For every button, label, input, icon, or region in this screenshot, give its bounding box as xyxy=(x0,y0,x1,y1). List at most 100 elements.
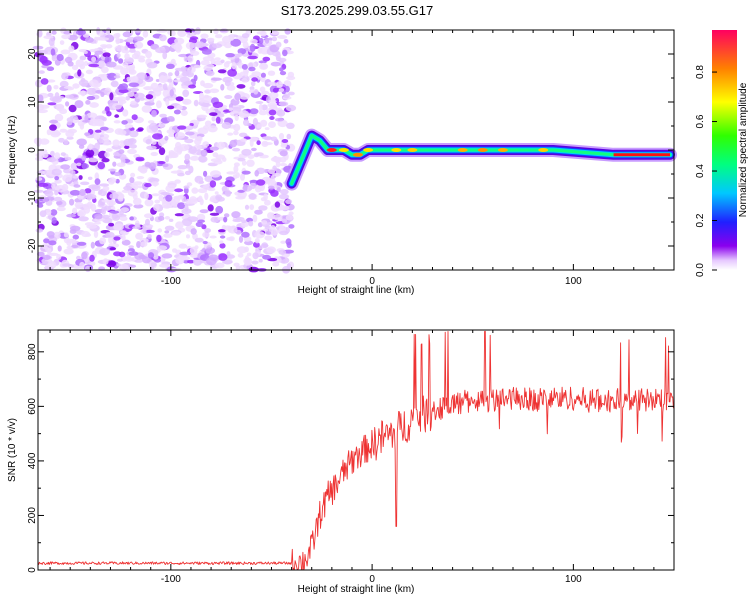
noise-speckle xyxy=(246,252,252,257)
noise-speckle xyxy=(69,198,75,206)
noise-speckle xyxy=(60,49,71,55)
noise-speckle xyxy=(54,176,60,181)
noise-speckle xyxy=(258,103,263,112)
noise-speckle xyxy=(159,212,165,217)
noise-speckle xyxy=(267,168,276,175)
noise-speckle xyxy=(262,56,271,62)
noise-speckle xyxy=(201,48,212,55)
noise-speckle xyxy=(247,62,257,69)
noise-speckle xyxy=(130,100,137,106)
noise-speckle xyxy=(88,184,100,190)
noise-speckle xyxy=(168,150,175,156)
noise-speckle xyxy=(186,234,190,239)
y-tick-label: 0 xyxy=(27,567,38,573)
noise-speckle xyxy=(156,100,162,109)
noise-speckle xyxy=(118,149,125,155)
noise-speckle xyxy=(39,210,47,218)
noise-speckle xyxy=(260,197,267,202)
noise-speckle xyxy=(144,229,155,233)
x-tick-label: 100 xyxy=(565,574,582,585)
noise-speckle xyxy=(54,190,59,196)
noise-speckle xyxy=(204,89,212,94)
noise-speckle xyxy=(241,170,251,175)
noise-speckle xyxy=(278,101,289,107)
noise-speckle xyxy=(270,136,278,142)
noise-speckle xyxy=(229,110,240,117)
noise-speckle xyxy=(244,204,250,210)
y-tick-label: 600 xyxy=(27,398,38,415)
noise-speckle xyxy=(137,166,148,173)
noise-speckle xyxy=(173,109,181,115)
noise-speckle xyxy=(78,216,89,222)
noise-speckle xyxy=(249,108,259,115)
noise-speckle xyxy=(96,27,101,35)
noise-speckle xyxy=(113,236,121,241)
noise-speckle xyxy=(84,114,89,123)
noise-speckle xyxy=(209,212,220,216)
noise-speckle xyxy=(276,109,286,117)
noise-speckle xyxy=(205,70,215,77)
noise-speckle xyxy=(51,30,57,35)
noise-speckle xyxy=(72,234,80,240)
noise-speckle xyxy=(167,72,173,77)
noise-speckle xyxy=(228,236,235,242)
noise-speckle xyxy=(287,71,295,78)
noise-speckle xyxy=(215,262,225,269)
ridge-hotspot xyxy=(338,148,349,152)
noise-speckle xyxy=(224,213,230,218)
noise-speckle xyxy=(182,89,190,98)
snr-xlabel: Height of straight line (km) xyxy=(298,584,415,595)
noise-speckle xyxy=(145,138,152,145)
noise-speckle xyxy=(224,79,231,87)
y-tick-label: -10 xyxy=(27,190,38,205)
noise-speckle xyxy=(279,150,288,157)
noise-speckle xyxy=(133,36,144,42)
noise-speckle xyxy=(249,136,258,142)
noise-speckle xyxy=(84,222,95,227)
noise-speckle xyxy=(85,69,93,75)
noise-speckle xyxy=(62,174,73,183)
noise-speckle xyxy=(134,41,144,49)
noise-speckle xyxy=(124,53,130,60)
noise-speckle xyxy=(241,33,250,39)
noise-speckle xyxy=(48,240,57,246)
noise-speckle xyxy=(102,117,107,122)
noise-speckle xyxy=(84,37,94,43)
noise-speckle xyxy=(187,198,198,205)
noise-speckle xyxy=(201,103,211,107)
noise-speckle xyxy=(110,80,119,88)
noise-speckle xyxy=(282,49,288,57)
y-tick-label: 10 xyxy=(27,96,38,108)
noise-speckle xyxy=(260,72,266,78)
noise-speckle xyxy=(199,209,209,214)
noise-speckle xyxy=(221,122,232,129)
noise-speckle xyxy=(166,129,175,135)
noise-speckle xyxy=(141,105,152,113)
noise-speckle xyxy=(121,234,126,242)
noise-speckle xyxy=(249,179,258,183)
noise-speckle xyxy=(188,84,197,89)
noise-speckle xyxy=(129,216,134,221)
noise-speckle xyxy=(177,172,185,177)
noise-speckle xyxy=(95,90,102,94)
noise-speckle xyxy=(129,144,137,149)
noise-speckle xyxy=(124,45,128,52)
noise-speckle xyxy=(150,82,159,91)
noise-speckle xyxy=(134,50,141,57)
noise-speckle xyxy=(115,178,120,184)
noise-speckle xyxy=(264,127,270,131)
noise-speckle xyxy=(205,247,215,254)
noise-speckle xyxy=(99,126,109,131)
noise-speckle xyxy=(94,129,102,133)
noise-speckle xyxy=(121,120,128,125)
noise-speckle xyxy=(270,61,281,67)
noise-speckle xyxy=(97,161,106,170)
noise-speckle xyxy=(101,208,106,215)
noise-speckle xyxy=(113,33,120,39)
noise-speckle xyxy=(193,74,198,82)
noise-speckle xyxy=(247,55,258,60)
noise-speckle xyxy=(216,141,226,150)
noise-speckle xyxy=(215,34,223,39)
noise-speckle xyxy=(129,130,139,138)
noise-speckle xyxy=(105,231,115,238)
